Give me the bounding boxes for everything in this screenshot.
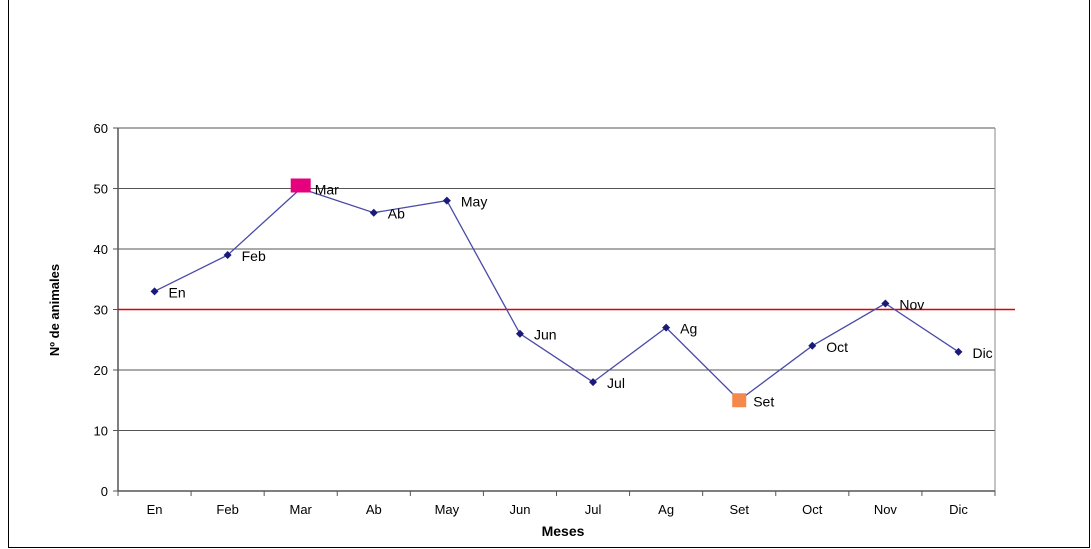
x-tick-label: Mar	[290, 502, 313, 517]
x-tick-label: Ag	[658, 502, 674, 517]
x-tick-label: Set	[729, 502, 749, 517]
y-tick-label: 40	[94, 242, 108, 257]
data-point	[662, 323, 671, 332]
data-point	[954, 347, 963, 356]
x-tick-label: Dic	[949, 502, 968, 517]
data-point	[150, 287, 159, 296]
data-label: Set	[753, 393, 774, 409]
data-label: En	[169, 284, 186, 300]
chart-frame: 0 10 20 30 40 50 60 En Feb Mar Ab May Jun Jul Ag Set Oc…	[8, 0, 1090, 548]
axes	[113, 127, 996, 496]
highlight-marker	[732, 393, 747, 408]
highlight-marker	[290, 178, 311, 193]
y-tick-label: 30	[94, 303, 108, 318]
y-axis-label: Nº de animales	[47, 264, 62, 356]
x-tick-label: En	[147, 502, 163, 517]
x-tick-label: Oct	[802, 502, 823, 517]
data-point	[442, 196, 451, 205]
data-point	[369, 208, 378, 217]
data-label: Oct	[826, 339, 848, 355]
gridlines	[118, 127, 995, 431]
data-point	[223, 251, 232, 260]
data-point	[808, 341, 817, 350]
x-tick-label: Feb	[216, 502, 238, 517]
y-tick-labels: 0 10 20 30 40 50 60	[94, 121, 108, 499]
data-point	[515, 329, 524, 338]
x-tick-label: Jun	[509, 502, 530, 517]
x-tick-label: Jul	[585, 502, 602, 517]
data-point	[589, 378, 598, 387]
x-axis-label: Meses	[542, 523, 585, 539]
data-label: Jun	[534, 327, 557, 343]
data-label: Feb	[242, 248, 266, 264]
x-tick-label: May	[435, 502, 460, 517]
data-label: Nov	[899, 296, 924, 312]
data-label: Jul	[607, 375, 625, 391]
y-tick-label: 20	[94, 363, 108, 378]
x-tick-label: Ab	[366, 502, 382, 517]
data-label: Ab	[388, 206, 405, 222]
y-tick-label: 0	[101, 484, 108, 499]
data-label: Ag	[680, 321, 697, 337]
data-label: May	[461, 194, 487, 210]
y-tick-label: 50	[94, 182, 108, 197]
data-label: Dic	[972, 345, 992, 361]
y-tick-label: 10	[94, 424, 108, 439]
line-chart: 0 10 20 30 40 50 60 En Feb Mar Ab May Jun Jul Ag Set Oc…	[47, 121, 1015, 539]
x-tick-label: Nov	[874, 502, 898, 517]
data-label: Mar	[315, 182, 339, 198]
x-tick-labels: En Feb Mar Ab May Jun Jul Ag Set Oct Nov Dic	[147, 502, 969, 517]
series-group	[150, 178, 963, 408]
series-line	[154, 187, 959, 402]
data-point	[881, 299, 890, 308]
point-labels: En Feb Mar Ab May Jun Jul Ag Set Oct Nov Dic	[169, 182, 993, 410]
y-tick-label: 60	[94, 121, 108, 136]
